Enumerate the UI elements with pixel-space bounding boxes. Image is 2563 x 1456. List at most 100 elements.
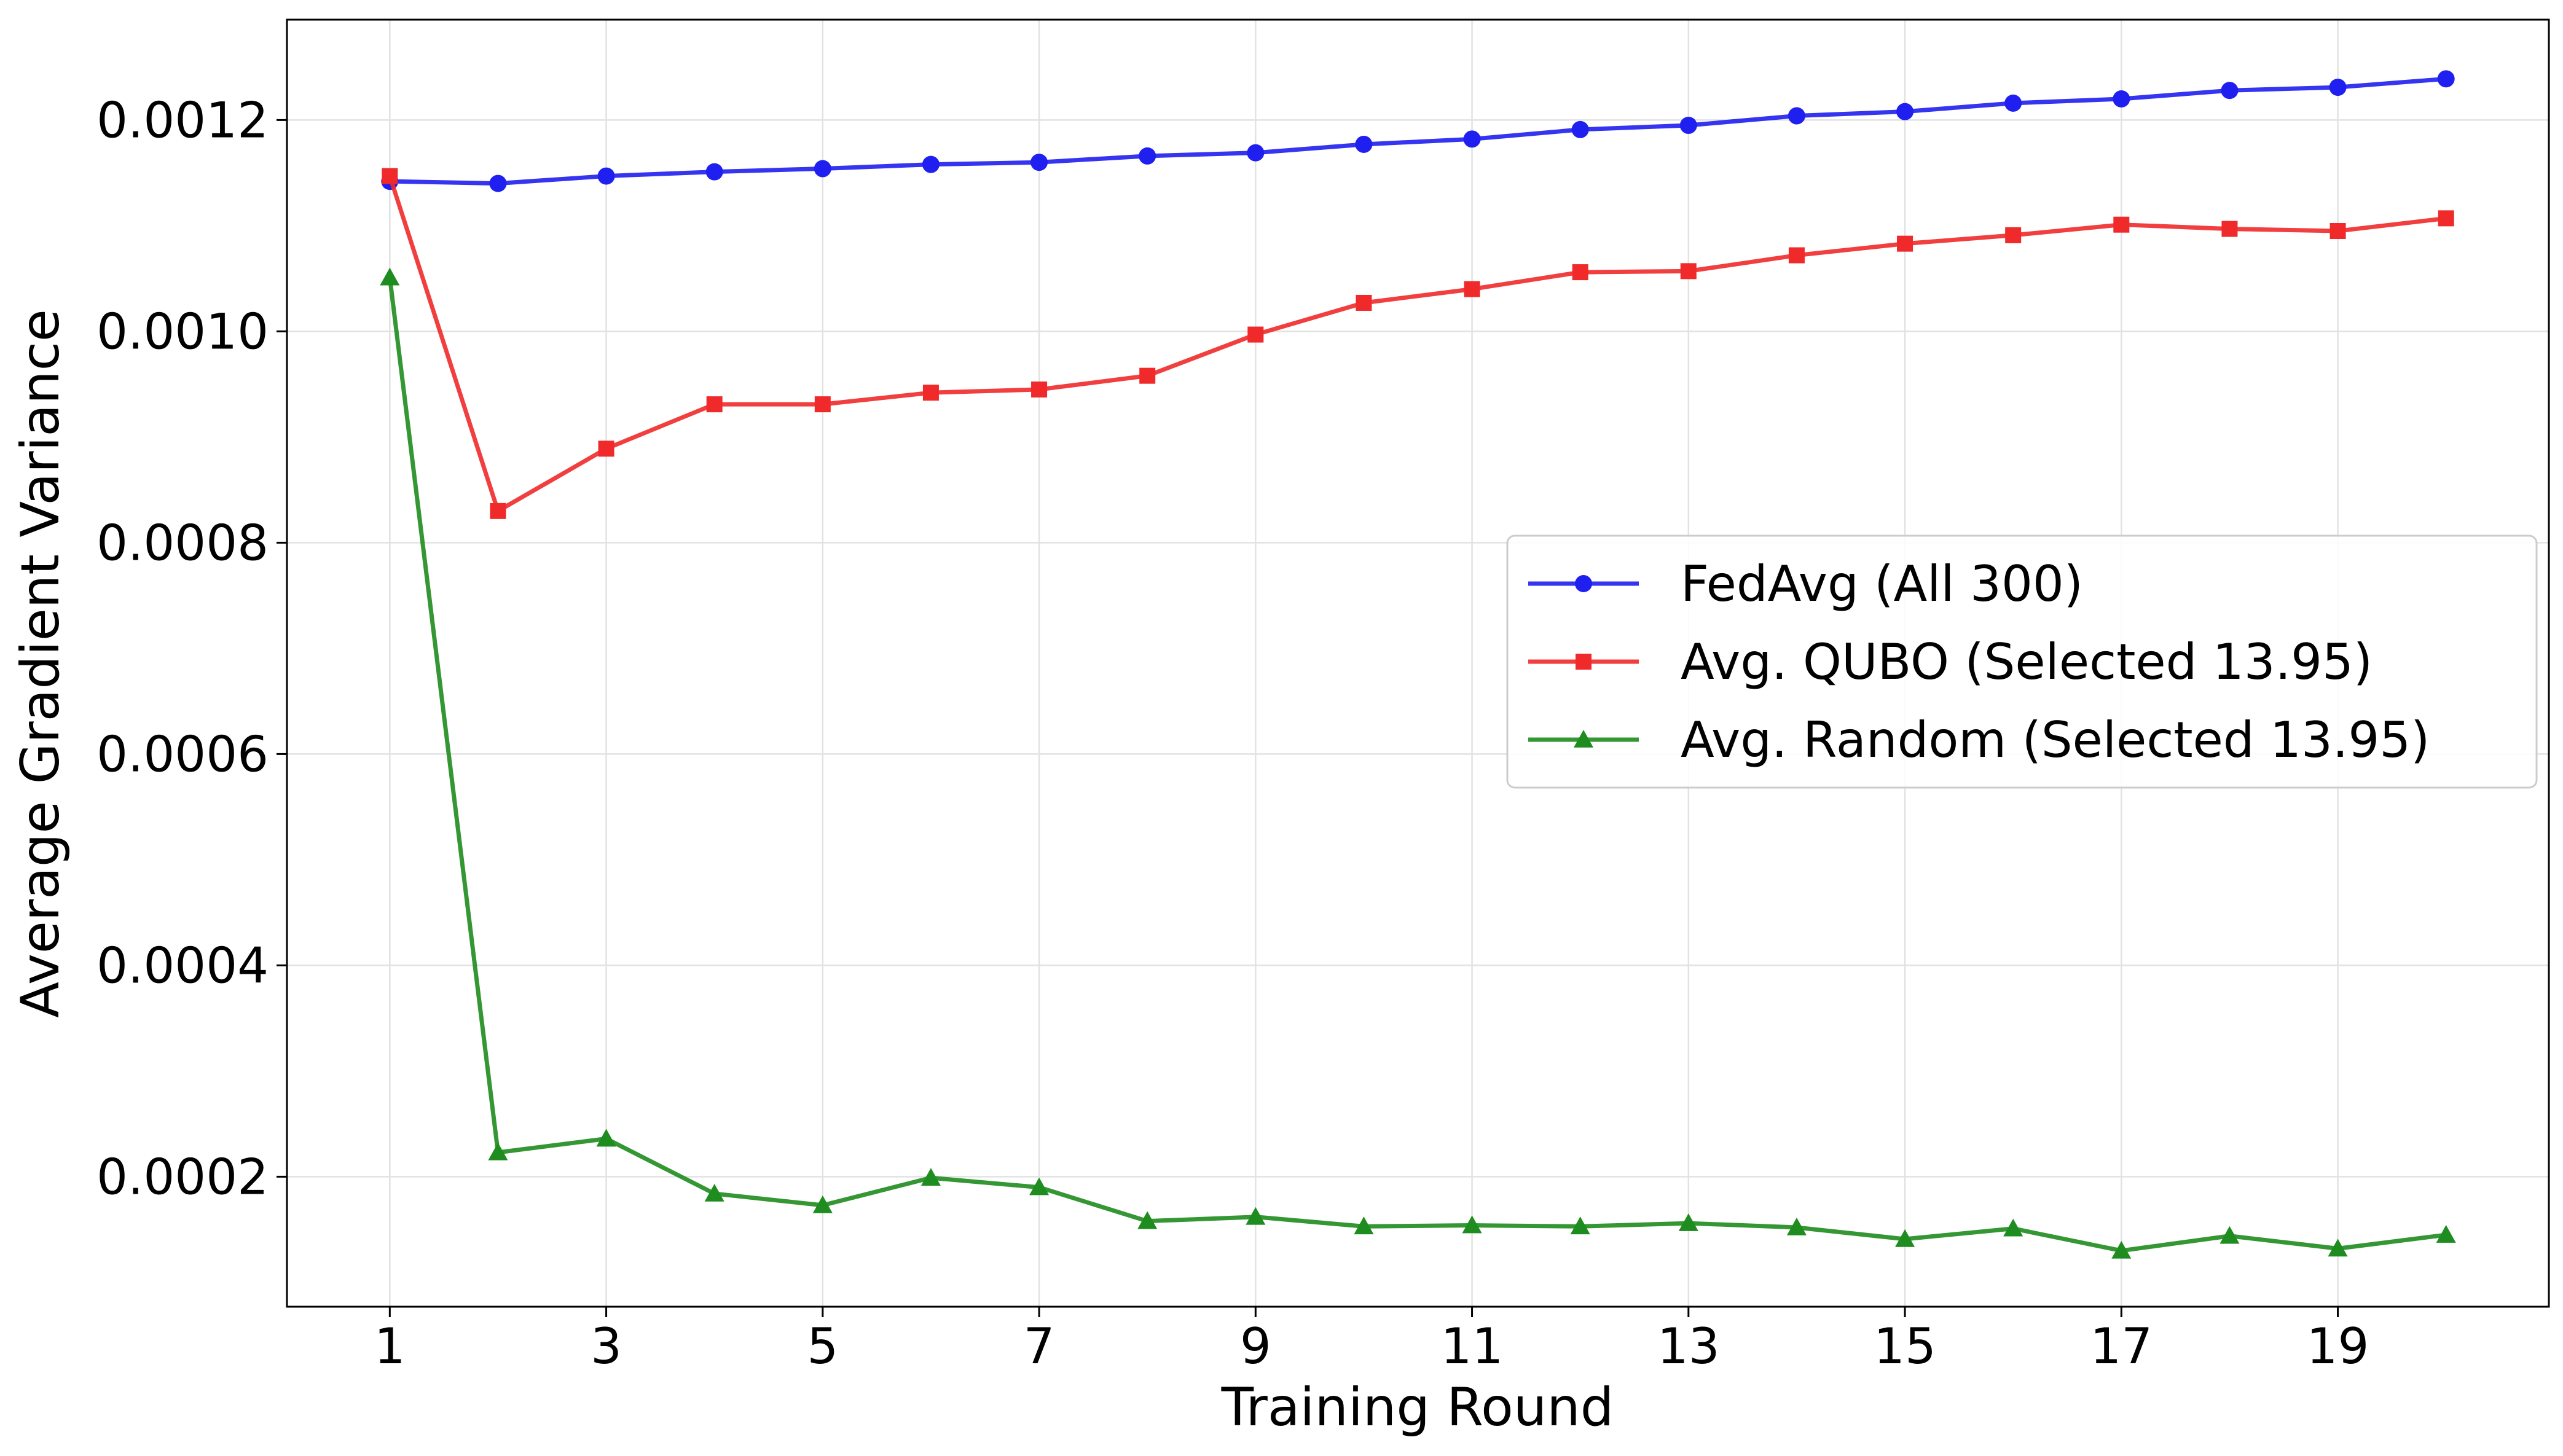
data-point xyxy=(920,1168,941,1186)
data-point xyxy=(2113,90,2130,108)
data-point xyxy=(1247,144,1265,162)
data-point xyxy=(2004,94,2022,112)
legend-box xyxy=(1506,534,2538,789)
data-point xyxy=(1355,135,1373,153)
axes-frame xyxy=(286,18,2550,1308)
data-point xyxy=(2221,82,2239,100)
y-tick-label: 0.0010 xyxy=(96,303,269,360)
data-point xyxy=(2436,1225,2456,1243)
data-point xyxy=(1463,130,1481,148)
series-line xyxy=(390,76,2446,186)
data-point xyxy=(597,167,615,185)
data-point xyxy=(382,168,398,184)
data-point xyxy=(598,440,614,457)
y-tick-label: 0.0008 xyxy=(96,514,269,571)
data-point xyxy=(814,396,831,413)
data-point xyxy=(1896,103,1914,120)
data-point xyxy=(596,1129,616,1147)
data-point xyxy=(922,385,939,401)
data-point xyxy=(1571,120,1589,138)
x-tick-label: 7 xyxy=(1024,1318,1055,1375)
y-axis: 0.0002 0.0004 0.0006 0.0008 0.0010 0.0012 xyxy=(96,92,287,1205)
series-avg-random-selected-13-95 xyxy=(380,267,2456,1259)
data-point xyxy=(2438,210,2454,227)
data-point xyxy=(814,160,831,178)
x-tick-label: 9 xyxy=(1240,1318,1271,1375)
data-point xyxy=(705,163,723,181)
legend-label: FedAvg (All 300) xyxy=(1681,555,2083,613)
data-point xyxy=(489,174,507,192)
data-point xyxy=(1030,154,1048,171)
data-point xyxy=(1137,1211,1158,1229)
data-point xyxy=(2329,79,2347,96)
legend-label: Avg. QUBO (Selected 13.95) xyxy=(1681,633,2373,691)
data-point xyxy=(380,267,400,286)
data-point xyxy=(2329,223,2346,240)
data-point xyxy=(1788,247,1805,264)
data-point xyxy=(1572,264,1588,281)
data-point xyxy=(2111,1240,2132,1259)
data-point xyxy=(1031,382,1048,398)
legend-item: Avg. Random (Selected 13.95) xyxy=(1528,711,2430,769)
legend-label: Avg. Random (Selected 13.95) xyxy=(1681,711,2430,769)
y-tick-label: 0.0012 xyxy=(96,92,269,149)
x-axis-label: Training Round xyxy=(1221,1377,1614,1438)
legend-marker xyxy=(1576,654,1592,670)
data-point xyxy=(1680,263,1697,280)
data-point xyxy=(1897,235,1913,252)
data-point xyxy=(1895,1229,1915,1247)
data-point xyxy=(2220,1226,2240,1244)
y-tick-label: 0.0004 xyxy=(96,937,269,994)
data-point xyxy=(1786,1217,1807,1235)
legend: FedAvg (All 300) Avg. QUBO (Selected 13.9… xyxy=(1506,534,2538,789)
y-tick-label: 0.0006 xyxy=(96,726,269,783)
data-point xyxy=(1570,1216,1590,1235)
legend-items: FedAvg (All 300) Avg. QUBO (Selected 13.9… xyxy=(1528,555,2430,769)
data-point xyxy=(1029,1177,1050,1196)
data-point xyxy=(704,1183,724,1202)
data-point xyxy=(1679,117,1697,135)
x-tick-label: 13 xyxy=(1657,1318,1720,1375)
series-line xyxy=(387,175,2447,514)
legend-item: Avg. QUBO (Selected 13.95) xyxy=(1528,633,2373,691)
x-tick-label: 15 xyxy=(1874,1318,1936,1375)
x-tick-label: 19 xyxy=(2307,1318,2369,1375)
data-point xyxy=(1354,1216,1374,1235)
series-layer xyxy=(380,70,2456,1259)
x-tick-label: 1 xyxy=(374,1318,406,1375)
data-point xyxy=(1464,281,1480,297)
data-point xyxy=(2003,1218,2023,1237)
x-tick-label: 3 xyxy=(591,1318,622,1375)
data-point xyxy=(1139,147,1156,165)
data-point xyxy=(2437,70,2455,88)
data-point xyxy=(1246,1207,1266,1225)
data-point xyxy=(1356,294,1372,311)
data-point xyxy=(2328,1239,2348,1257)
legend-item: FedAvg (All 300) xyxy=(1528,555,2083,613)
data-point xyxy=(1247,326,1264,343)
data-point xyxy=(1139,367,1156,384)
series-fedavg-all-300 xyxy=(381,70,2455,192)
data-point xyxy=(706,396,723,413)
data-point xyxy=(812,1195,833,1213)
y-axis-label: Average Gradient Variance xyxy=(10,309,71,1018)
x-tick-label: 17 xyxy=(2090,1318,2153,1375)
y-tick-label: 0.0002 xyxy=(96,1148,269,1205)
data-point xyxy=(1788,107,1805,125)
data-point xyxy=(2113,216,2130,233)
data-point xyxy=(1678,1213,1698,1231)
series-avg-qubo-selected-13-95 xyxy=(382,168,2454,519)
legend-marker xyxy=(1575,575,1592,592)
data-point xyxy=(490,503,506,519)
x-axis: 1 3 5 7 9 11 13 15 17 19 xyxy=(374,1307,2369,1375)
legend-marker xyxy=(1574,730,1593,748)
data-point xyxy=(2005,227,2022,243)
data-point xyxy=(488,1142,508,1160)
data-point xyxy=(2221,221,2238,237)
data-point xyxy=(922,155,940,173)
x-tick-label: 5 xyxy=(807,1318,838,1375)
data-point xyxy=(1462,1215,1482,1234)
series-line xyxy=(387,277,2447,1253)
x-tick-label: 11 xyxy=(1441,1318,1504,1375)
